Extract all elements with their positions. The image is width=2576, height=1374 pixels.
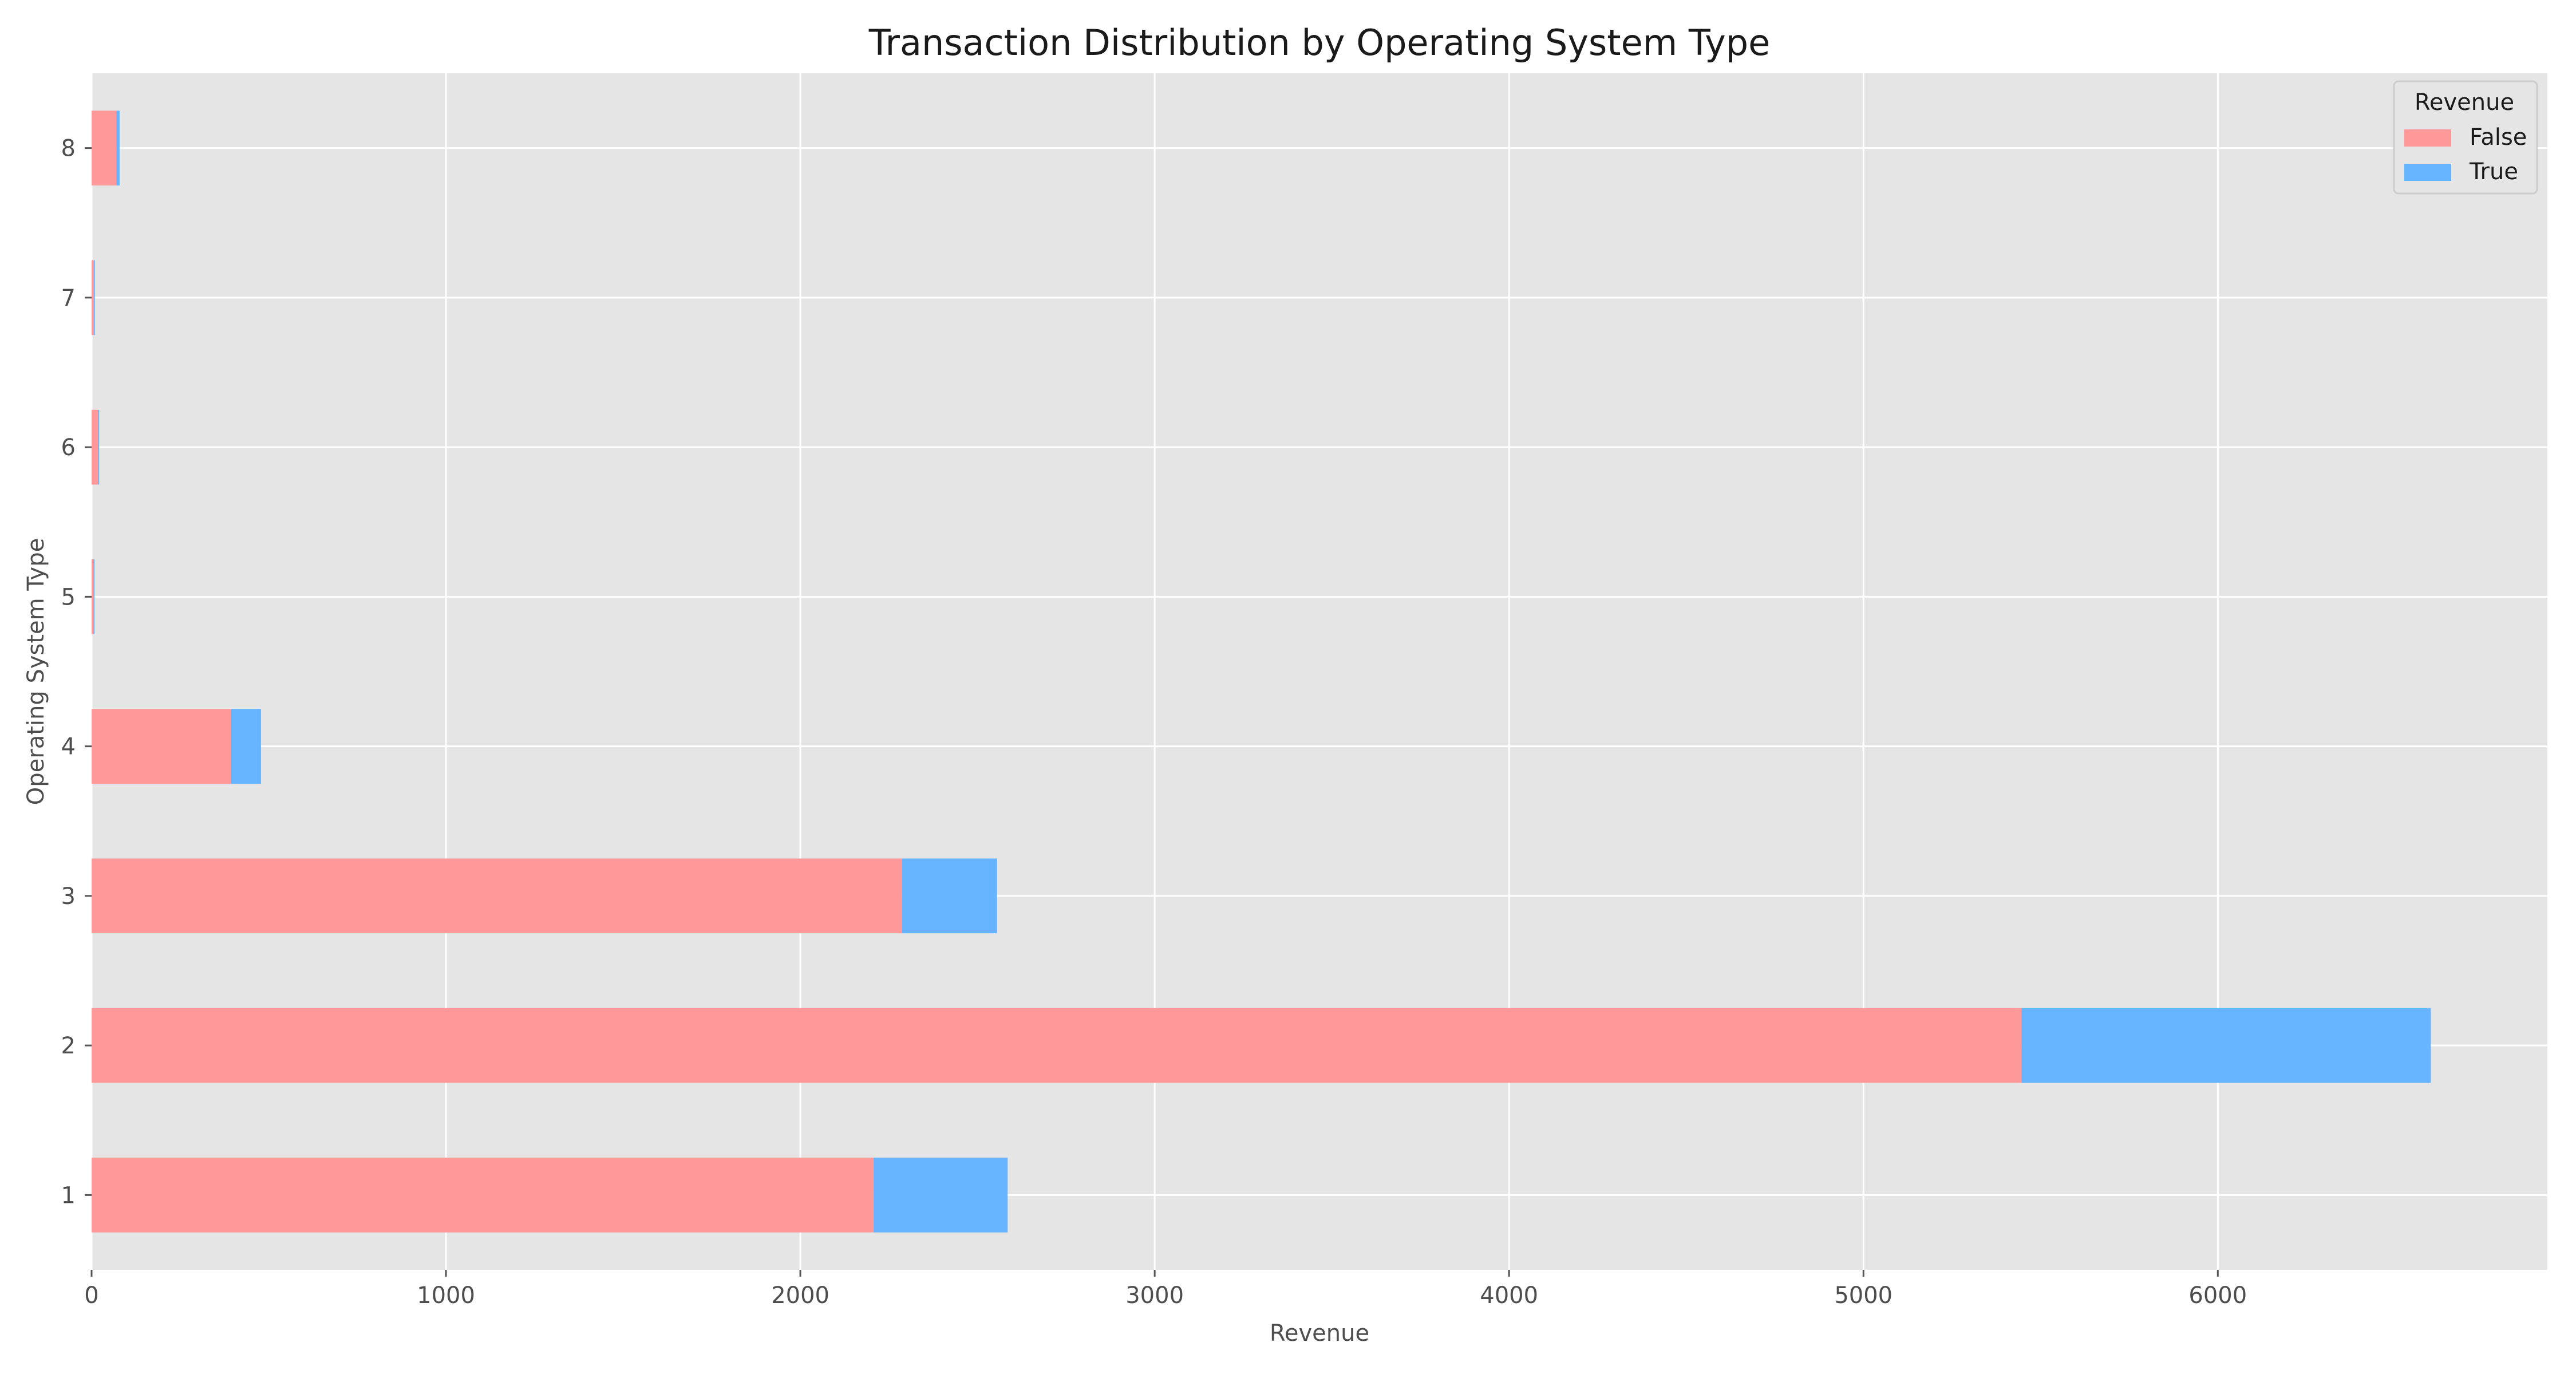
bar-os-2-true [2021,1008,2431,1083]
bar-os-4-false [92,709,231,784]
legend-swatch-true [2404,164,2451,181]
y-axis-label: Operating System Type [23,538,49,805]
bar-os-5-true [93,559,95,634]
x-tick-label: 1000 [417,1282,475,1309]
bars [92,110,2431,1233]
y-tick-label: 7 [61,285,76,311]
bar-os-1-false [92,1158,874,1233]
axis-ticks: 0 1000 2000 3000 4000 5000 6000 1 2 3 4 5 6 7 8 [61,136,2247,1309]
legend: Revenue False True [2393,80,2538,195]
x-tick-label: 6000 [2188,1282,2247,1309]
bar-os-4-true [231,709,261,784]
y-tick-label: 4 [61,734,76,760]
y-tick-label: 2 [61,1033,76,1059]
y-tick-label: 6 [61,435,76,461]
bar-os-5-false [92,559,94,634]
bar-os-6-false [92,409,98,485]
bar-os-8-false [92,110,117,185]
bar-os-7-true [93,260,95,335]
bar-os-3-false [92,858,902,934]
x-tick-label: 5000 [1834,1282,1893,1309]
x-tick-label: 2000 [771,1282,829,1309]
x-axis-label: Revenue [1270,1320,1369,1347]
x-tick-label: 0 [84,1282,98,1309]
y-tick-label: 5 [61,584,76,610]
bar-os-1-true [874,1158,1008,1233]
legend-title: Revenue [2415,89,2514,116]
x-tick-label: 4000 [1480,1282,1538,1309]
bar-os-6-true [98,409,100,485]
bar-os-8-true [116,110,120,185]
chart-title: Transaction Distribution by Operating Sy… [868,22,1771,64]
bar-os-2-false [92,1008,2022,1083]
grid-lines [90,73,2547,1270]
y-tick-label: 3 [61,883,76,910]
legend-swatch-false [2404,129,2451,147]
bar-os-3-true [902,858,997,934]
plot-background [92,73,2547,1270]
y-tick-label: 1 [61,1182,76,1209]
y-tick-label: 8 [61,136,76,162]
bar-os-7-false [92,260,94,335]
legend-label-true: True [2469,159,2518,185]
x-tick-label: 3000 [1125,1282,1184,1309]
legend-label-false: False [2470,124,2527,151]
